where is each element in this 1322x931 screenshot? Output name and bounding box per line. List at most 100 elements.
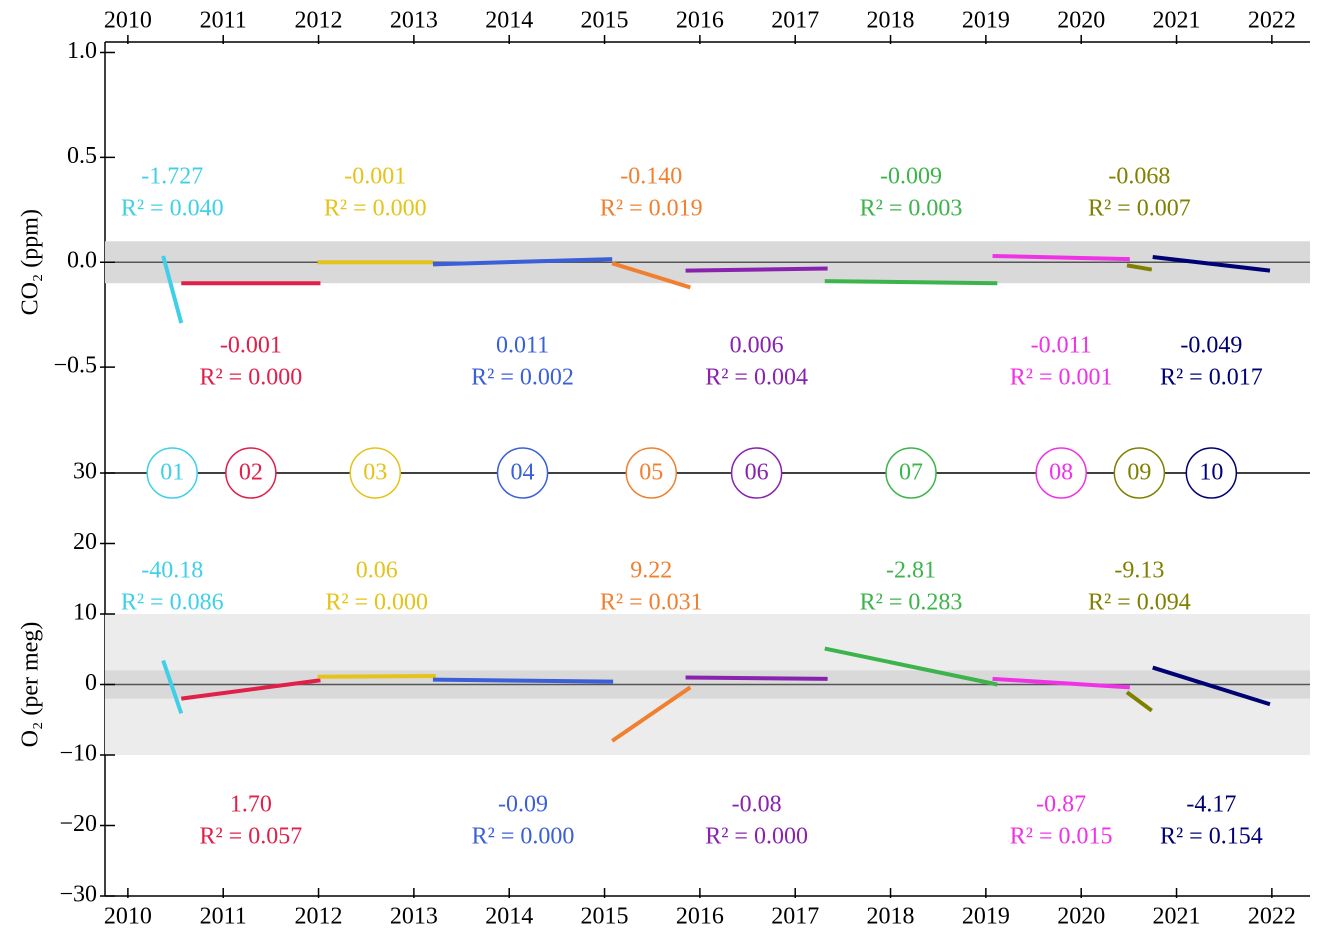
x-tick-label: 2012 (295, 904, 343, 930)
x-tick-label: 2021 (1153, 904, 1201, 930)
x-tick-label-top: 2016 (676, 8, 724, 34)
x-tick-label-top: 2019 (962, 8, 1010, 34)
r2-label: R² = 0.000 (472, 824, 575, 850)
trend-line (1152, 255, 1271, 273)
r2-label: R² = 0.007 (1088, 196, 1191, 222)
r2-label: R² = 0.000 (325, 590, 428, 616)
x-tick-label: 2017 (771, 904, 819, 930)
period-marker (496, 447, 549, 499)
slope-label: -0.09 (498, 792, 548, 818)
r2-label: R² = 0.040 (121, 196, 224, 222)
r2-label: R² = 0.000 (705, 824, 808, 850)
period-marker (1035, 447, 1087, 499)
y-axis-title: CO₂ (ppm) (18, 209, 44, 315)
r2-label: R² = 0.000 (199, 365, 302, 391)
x-tick-label-top: 2020 (1057, 8, 1105, 34)
y-tick-label: 1.0 (67, 38, 97, 64)
x-tick-label: 2014 (485, 904, 533, 930)
r2-label: R² = 0.283 (860, 590, 963, 616)
period-label: 06 (745, 460, 769, 486)
slope-label: -0.08 (732, 792, 782, 818)
trend-line (611, 685, 692, 743)
trend-line (824, 279, 998, 286)
period-label: 04 (511, 460, 535, 486)
slope-label: -0.87 (1036, 792, 1086, 818)
trend-line (992, 253, 1130, 262)
x-tick-label: 2013 (390, 904, 438, 930)
trend-line (1125, 690, 1153, 713)
y-tick-label: 0.5 (67, 143, 97, 169)
period-label: 10 (1199, 460, 1223, 486)
slope-label: -0.140 (620, 164, 682, 190)
trend-line (161, 255, 184, 324)
r2-label: R² = 0.004 (705, 365, 808, 391)
period-marker (225, 447, 277, 499)
r2-label: R² = 0.154 (1160, 824, 1263, 850)
x-tick-label: 2015 (581, 904, 629, 930)
period-label: 07 (899, 460, 923, 486)
y-tick-label: −30 (59, 882, 97, 908)
x-tick-label: 2020 (1057, 904, 1105, 930)
slope-label: 0.011 (496, 333, 549, 359)
period-label: 03 (363, 460, 387, 486)
x-tick-label: 2022 (1248, 904, 1296, 930)
period-label: 01 (160, 460, 184, 486)
x-tick-label: 2010 (104, 904, 152, 930)
slope-label: -4.17 (1186, 792, 1236, 818)
slope-label: -0.068 (1108, 164, 1170, 190)
period-label: 08 (1049, 460, 1073, 486)
period-marker (1113, 447, 1166, 499)
x-tick-label-top: 2012 (295, 8, 343, 34)
y-axis-title: O₂ (per meg) (18, 622, 44, 748)
slope-label: -0.001 (344, 164, 406, 190)
y-tick-label: −20 (59, 811, 97, 837)
trend-line (432, 677, 614, 684)
x-tick-label-top: 2018 (867, 8, 915, 34)
slope-label: 0.006 (730, 333, 784, 359)
slope-label: -0.011 (1031, 333, 1092, 359)
trend-line (1152, 665, 1271, 707)
period-label: 09 (1127, 460, 1151, 486)
y-tick-label: 10 (73, 600, 97, 626)
r2-label: R² = 0.000 (324, 196, 427, 222)
x-tick-label: 2018 (867, 904, 915, 930)
x-tick-label: 2019 (962, 904, 1010, 930)
slope-label: 0.06 (356, 558, 398, 584)
r2-label: R² = 0.031 (600, 590, 703, 616)
slope-label: -0.009 (880, 164, 942, 190)
period-marker (625, 447, 678, 499)
r2-label: R² = 0.015 (1010, 824, 1113, 850)
r2-label: R² = 0.002 (471, 365, 574, 391)
y-tick-label: 20 (73, 529, 97, 555)
period-marker (730, 447, 783, 499)
trend-line (611, 261, 691, 290)
trend-line (1126, 263, 1153, 272)
x-tick-label-top: 2015 (581, 8, 629, 34)
y-tick-label: 30 (73, 459, 97, 485)
slope-label: -0.001 (220, 333, 282, 359)
slope-label: 1.70 (230, 792, 272, 818)
trend-line (685, 266, 828, 273)
r2-label: R² = 0.094 (1088, 590, 1191, 616)
period-label: 02 (239, 460, 263, 486)
period-marker (349, 447, 402, 499)
x-tick-label-top: 2010 (104, 8, 152, 34)
x-tick-label-top: 2013 (390, 8, 438, 34)
trend-line (432, 257, 613, 267)
period-marker (146, 447, 198, 499)
marks: -1.727 R² = 0.040 01 -0.001 R² = 0.000 02 -0.0… (121, 164, 1271, 850)
x-tick-label-top: 2011 (200, 8, 247, 34)
trend-line (685, 675, 828, 681)
slope-label: -2.81 (886, 558, 936, 584)
y-tick-label: −10 (59, 741, 97, 767)
trend-line (317, 674, 436, 679)
period-label: 05 (639, 460, 663, 486)
y-tick-label: 0 (85, 670, 97, 696)
r2-label: R² = 0.019 (600, 196, 703, 222)
r2-label: R² = 0.003 (860, 196, 963, 222)
x-tick-label-top: 2022 (1248, 8, 1296, 34)
x-tick-label-top: 2014 (485, 8, 533, 34)
x-tick-label-top: 2017 (771, 8, 819, 34)
y-tick-label: 0.0 (67, 248, 97, 274)
